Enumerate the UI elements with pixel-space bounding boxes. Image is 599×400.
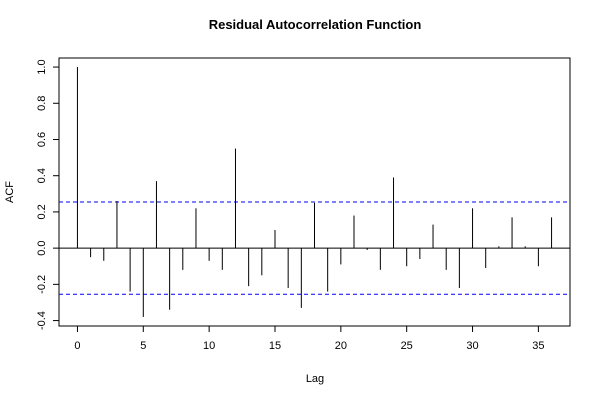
x-tick-label: 30 (466, 340, 478, 352)
x-tick-label: 5 (140, 340, 146, 352)
x-tick-label: 15 (269, 340, 281, 352)
y-tick-label: 0.4 (36, 168, 48, 183)
y-tick-label: 0.6 (36, 132, 48, 147)
acf-bars (76, 67, 553, 317)
y-axis-label: ACF (4, 181, 16, 203)
x-axis-label: Lag (306, 373, 324, 385)
y-tick-label: 0.8 (36, 96, 48, 111)
y-tick-label: -0.2 (36, 275, 48, 294)
x-tick-label: 10 (203, 340, 215, 352)
plot-frame (58, 57, 571, 327)
chart-title: Residual Autocorrelation Function (209, 17, 422, 32)
y-tick-label: 1.0 (36, 59, 48, 74)
x-tick-label: 25 (401, 340, 413, 352)
x-axis: 0 5 10 15 20 25 30 35 (74, 325, 545, 352)
y-tick-label: -0.4 (36, 311, 48, 330)
y-tick-label: 0.2 (36, 204, 48, 219)
x-tick-label: 0 (74, 340, 80, 352)
y-axis: -0.4 -0.2 0.0 0.2 0.4 0.6 0.8 1.0 (36, 59, 60, 330)
y-tick-label: 0.0 (36, 240, 48, 255)
x-tick-label: 20 (335, 340, 347, 352)
x-tick-label: 35 (532, 340, 544, 352)
